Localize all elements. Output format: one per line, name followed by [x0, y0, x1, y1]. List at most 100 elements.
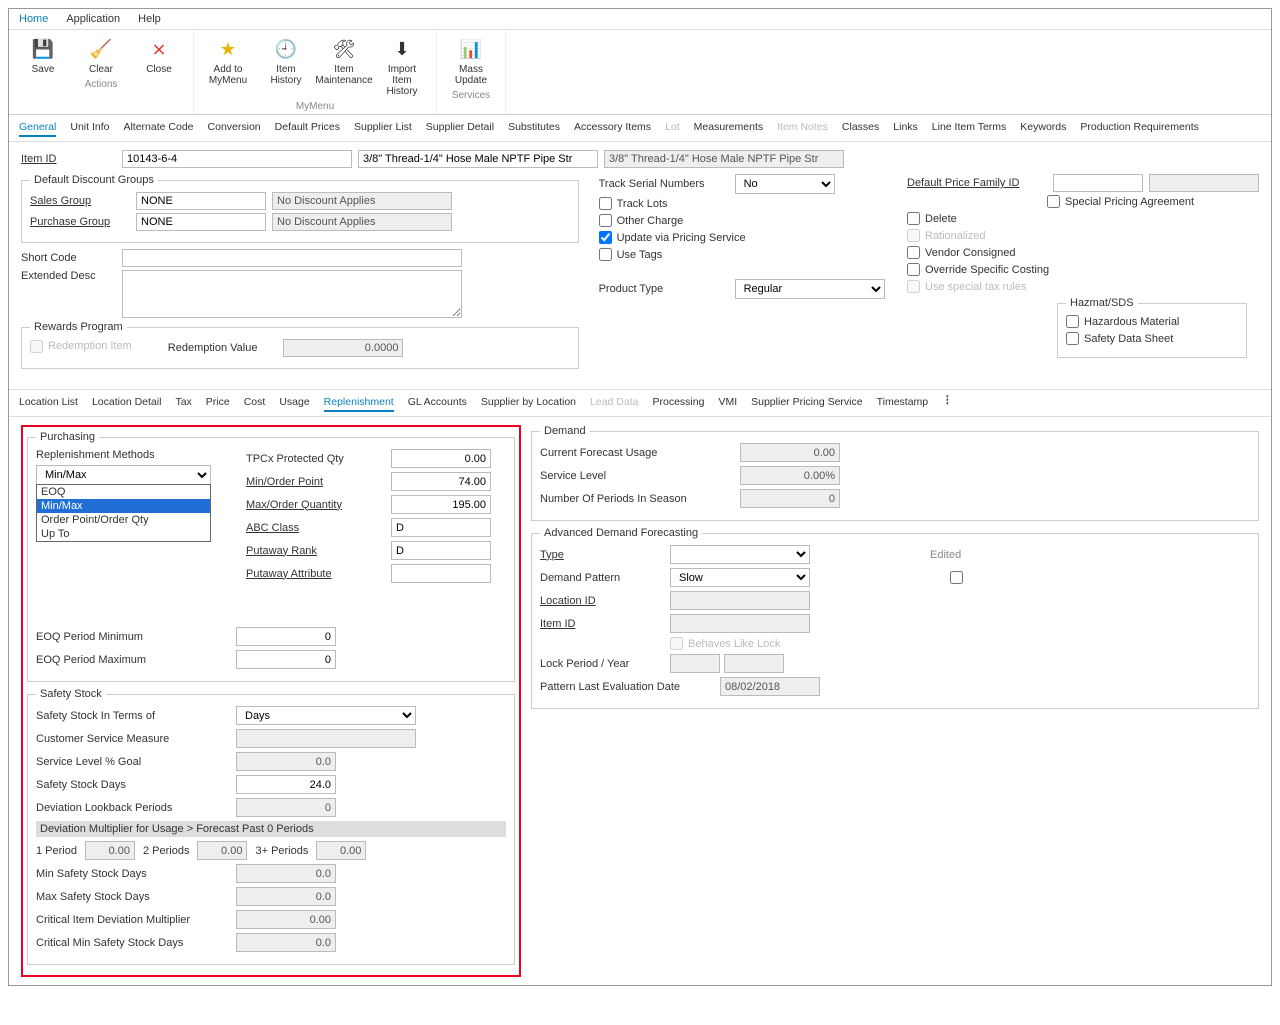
product-type-label: Product Type	[599, 283, 729, 295]
eoq-min-input[interactable]	[236, 627, 336, 646]
adf-edited-check[interactable]	[950, 568, 963, 587]
tab-conversion[interactable]: Conversion	[208, 119, 261, 137]
putaway-attr-label[interactable]: Putaway Attribute	[246, 568, 391, 580]
abc-label[interactable]: ABC Class	[246, 522, 391, 534]
ss-terms-select[interactable]: Days	[236, 706, 416, 725]
update-via-pricing-check[interactable]: Update via Pricing Service	[599, 231, 887, 244]
adf-type-select[interactable]	[670, 545, 810, 564]
subtab-tax[interactable]: Tax	[175, 394, 191, 412]
tab-substitutes[interactable]: Substitutes	[508, 119, 560, 137]
ssd-input[interactable]	[236, 775, 336, 794]
abc-input[interactable]	[391, 518, 491, 537]
subtab-location-detail[interactable]: Location Detail	[92, 394, 161, 412]
menu-help[interactable]: Help	[138, 13, 161, 25]
p3-input	[316, 841, 366, 860]
item-id-label[interactable]: Item ID	[21, 153, 116, 165]
putaway-rank-label[interactable]: Putaway Rank	[246, 545, 391, 557]
purchase-group-input[interactable]	[136, 213, 266, 231]
save-button[interactable]: 💾Save	[17, 34, 69, 77]
subtab-supplier-by-location[interactable]: Supplier by Location	[481, 394, 576, 412]
adf-dp-select[interactable]: Slow	[670, 568, 810, 587]
close-button[interactable]: ⨯Close	[133, 34, 185, 77]
subtab-usage[interactable]: Usage	[279, 394, 309, 412]
max-order-input[interactable]	[391, 495, 491, 514]
menu-home[interactable]: Home	[19, 13, 48, 25]
clear-button[interactable]: 🧹Clear	[75, 34, 127, 77]
tab-links[interactable]: Links	[893, 119, 918, 137]
redemption-value	[283, 339, 403, 357]
purchase-group-label[interactable]: Purchase Group	[30, 216, 130, 228]
tpcx-input[interactable]	[391, 449, 491, 468]
sales-group-label[interactable]: Sales Group	[30, 195, 130, 207]
tab-general[interactable]: General	[19, 119, 56, 137]
adf-location-id-label[interactable]: Location ID	[540, 595, 670, 607]
override-costing-check[interactable]: Override Specific Costing	[907, 263, 1259, 276]
putaway-attr-input[interactable]	[391, 564, 491, 583]
extended-desc-input[interactable]	[122, 270, 462, 318]
add-to-mymenu-button[interactable]: ★Add to MyMenu	[202, 34, 254, 99]
putaway-rank-input[interactable]	[391, 541, 491, 560]
subtab-cost[interactable]: Cost	[244, 394, 266, 412]
default-price-family-input[interactable]	[1053, 174, 1143, 192]
tab-accessory-items[interactable]: Accessory Items	[574, 119, 651, 137]
delete-check[interactable]: Delete	[907, 212, 1259, 225]
adf-type-label[interactable]: Type	[540, 549, 670, 561]
dd-eoq[interactable]: EOQ	[37, 485, 210, 499]
track-lots-check[interactable]: Track Lots	[599, 197, 887, 210]
sds-check[interactable]: Safety Data Sheet	[1066, 332, 1238, 345]
product-type-select[interactable]: Regular	[735, 279, 885, 299]
use-tags-check[interactable]: Use Tags	[599, 248, 887, 261]
mass-update-button[interactable]: 📊Mass Update	[445, 34, 497, 88]
vendor-consigned-check[interactable]: Vendor Consigned	[907, 246, 1259, 259]
dd-order-point-qty[interactable]: Order Point/Order Qty	[37, 513, 210, 527]
ribbon-mymenu-label: MyMenu	[202, 101, 428, 112]
tab-production-requirements[interactable]: Production Requirements	[1080, 119, 1198, 137]
more-tabs-icon[interactable]: ⋮	[942, 394, 954, 412]
subtab-processing[interactable]: Processing	[653, 394, 705, 412]
sales-group-input[interactable]	[136, 192, 266, 210]
purchase-group-desc	[272, 213, 452, 231]
special-pricing-check[interactable]: Special Pricing Agreement	[1047, 195, 1259, 208]
adf-item-id-label[interactable]: Item ID	[540, 618, 670, 630]
tab-alternate-code[interactable]: Alternate Code	[123, 119, 193, 137]
tab-measurements[interactable]: Measurements	[694, 119, 763, 137]
short-code-input[interactable]	[122, 249, 462, 267]
subtab-timestamp[interactable]: Timestamp	[877, 394, 929, 412]
tab-unit-info[interactable]: Unit Info	[70, 119, 109, 137]
tab-line-item-terms[interactable]: Line Item Terms	[932, 119, 1007, 137]
default-price-family-label[interactable]: Default Price Family ID	[907, 177, 1047, 189]
tab-supplier-detail[interactable]: Supplier Detail	[426, 119, 494, 137]
menu-application[interactable]: Application	[66, 13, 120, 25]
subtab-price[interactable]: Price	[206, 394, 230, 412]
item-maintenance-button[interactable]: 🛠Item Maintenance	[318, 34, 370, 99]
tab-classes[interactable]: Classes	[842, 119, 879, 137]
subtab-gl-accounts[interactable]: GL Accounts	[408, 394, 467, 412]
subtab-location-list[interactable]: Location List	[19, 394, 78, 412]
other-charge-check[interactable]: Other Charge	[599, 214, 887, 227]
item-desc1-input[interactable]	[358, 150, 598, 168]
dd-up-to[interactable]: Up To	[37, 527, 210, 541]
dd-minmax[interactable]: Min/Max	[37, 499, 210, 513]
subtab-supplier-pricing-service[interactable]: Supplier Pricing Service	[751, 394, 862, 412]
purchasing-legend: Purchasing	[36, 431, 99, 443]
general-form: Item ID Default Discount Groups Sales Gr…	[9, 142, 1271, 383]
subtab-replenishment[interactable]: Replenishment	[324, 394, 394, 412]
table-icon: 📊	[457, 36, 485, 62]
replenishment-dropdown[interactable]: Min/Max EOQ Min/Max Order Point/Order Qt…	[36, 465, 211, 485]
subtab-vmi[interactable]: VMI	[718, 394, 737, 412]
default-discount-groups: Default Discount Groups Sales Group Purc…	[21, 174, 579, 243]
tab-default-prices[interactable]: Default Prices	[275, 119, 340, 137]
tab-keywords[interactable]: Keywords	[1020, 119, 1066, 137]
min-order-input[interactable]	[391, 472, 491, 491]
eoq-max-input[interactable]	[236, 650, 336, 669]
replenishment-dropdown-list: EOQ Min/Max Order Point/Order Qty Up To	[36, 484, 211, 542]
track-serial-select[interactable]: No	[735, 174, 835, 194]
item-id-input[interactable]	[122, 150, 352, 168]
import-item-history-button[interactable]: ⬇Import Item History	[376, 34, 428, 99]
tab-supplier-list[interactable]: Supplier List	[354, 119, 412, 137]
min-order-label[interactable]: Min/Order Point	[246, 476, 391, 488]
max-order-label[interactable]: Max/Order Quantity	[246, 499, 391, 511]
replenishment-select[interactable]: Min/Max	[36, 465, 211, 485]
hazardous-check[interactable]: Hazardous Material	[1066, 315, 1238, 328]
item-history-button[interactable]: 🕘Item History	[260, 34, 312, 99]
